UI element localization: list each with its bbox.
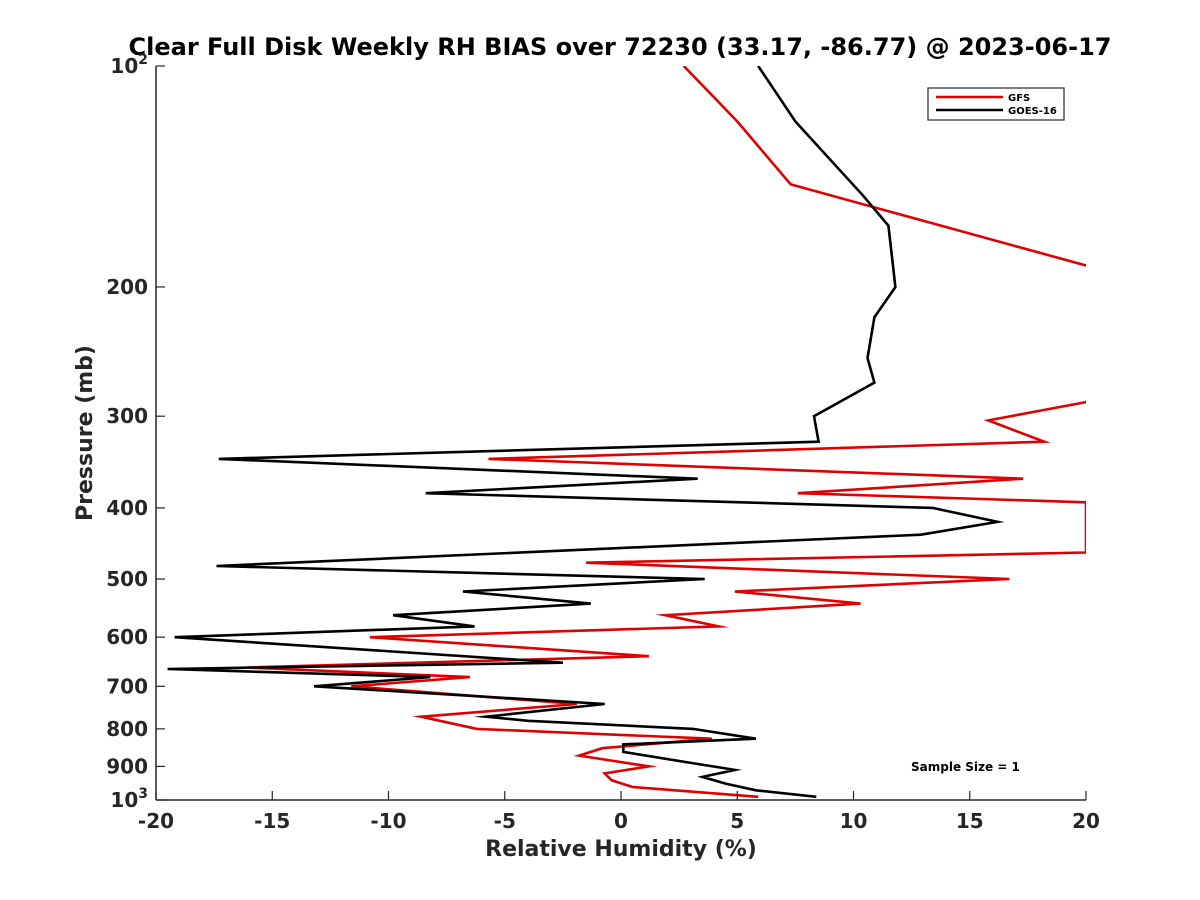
x-tick-label: 15 bbox=[956, 809, 984, 833]
y-tick-label: 400 bbox=[106, 496, 148, 520]
series-line-gfs bbox=[246, 66, 1086, 799]
x-axis-ticks: -20 -15 -10 -5 0 5 10 15 20 bbox=[138, 791, 1100, 833]
y-tick-label: 200 bbox=[106, 275, 148, 299]
y-tick-label: 102 bbox=[110, 52, 148, 78]
series-layer bbox=[167, 66, 1086, 799]
legend-box bbox=[927, 87, 1065, 121]
y-tick-label: 700 bbox=[106, 674, 148, 698]
x-tick-label: -5 bbox=[494, 809, 516, 833]
series-line-goes16 bbox=[167, 66, 1005, 799]
x-tick-label: -10 bbox=[370, 809, 406, 833]
x-tick-label: 10 bbox=[840, 809, 868, 833]
y-tick-label: 900 bbox=[106, 754, 148, 778]
x-tick-label: -20 bbox=[138, 809, 174, 833]
x-tick-label: 20 bbox=[1072, 809, 1100, 833]
legend-label-gfs: GFS bbox=[1008, 93, 1030, 104]
x-tick-label: 5 bbox=[730, 809, 744, 833]
chart-title: Clear Full Disk Weekly RH BIAS over 7223… bbox=[129, 33, 1112, 61]
sample-size-annotation: Sample Size = 1 bbox=[911, 760, 1020, 774]
x-axis-label: Relative Humidity (%) bbox=[485, 837, 757, 862]
y-tick-label: 300 bbox=[106, 404, 148, 428]
y-tick-label: 800 bbox=[106, 717, 148, 741]
y-axis-label: Pressure (mb) bbox=[73, 345, 98, 521]
legend-label-goes16: GOES-16 bbox=[1008, 106, 1057, 117]
x-tick-label: 0 bbox=[614, 809, 628, 833]
y-tick-label: 600 bbox=[106, 625, 148, 649]
legend: GFS GOES-16 bbox=[927, 87, 1065, 121]
y-tick-label: 500 bbox=[106, 567, 148, 591]
x-tick-label: -15 bbox=[254, 809, 290, 833]
